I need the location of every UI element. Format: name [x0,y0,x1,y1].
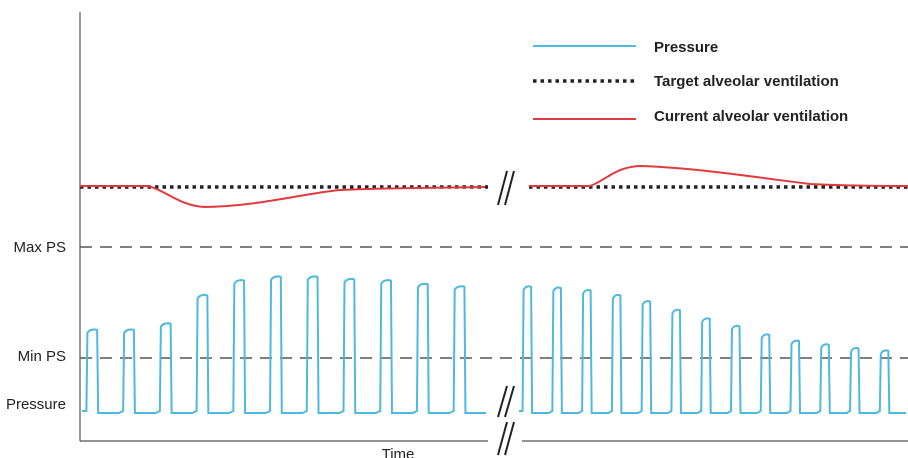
axis-break-x [498,422,514,455]
pressure-label: Pressure [6,396,66,413]
axis-break-pressure [498,386,514,417]
pressure-waveform-left [82,276,486,413]
legend-label-current: Current alveolar ventilation [654,108,848,125]
current-ventilation-curve-left [80,186,485,207]
legend-label-target: Target alveolar ventilation [654,73,839,90]
current-ventilation-curve-right [529,166,908,186]
pressure-left-line [82,276,486,413]
legend: Pressure Target alveolar ventilation Cur… [533,39,848,125]
pressure-waveform-right [519,286,906,413]
axis-break-upper [498,171,514,205]
legend-label-pressure: Pressure [654,39,718,56]
max-ps-label: Max PS [13,239,66,256]
x-axis-label: Time [382,446,415,458]
pressure-right-line [519,286,906,413]
min-ps-label: Min PS [18,348,66,365]
